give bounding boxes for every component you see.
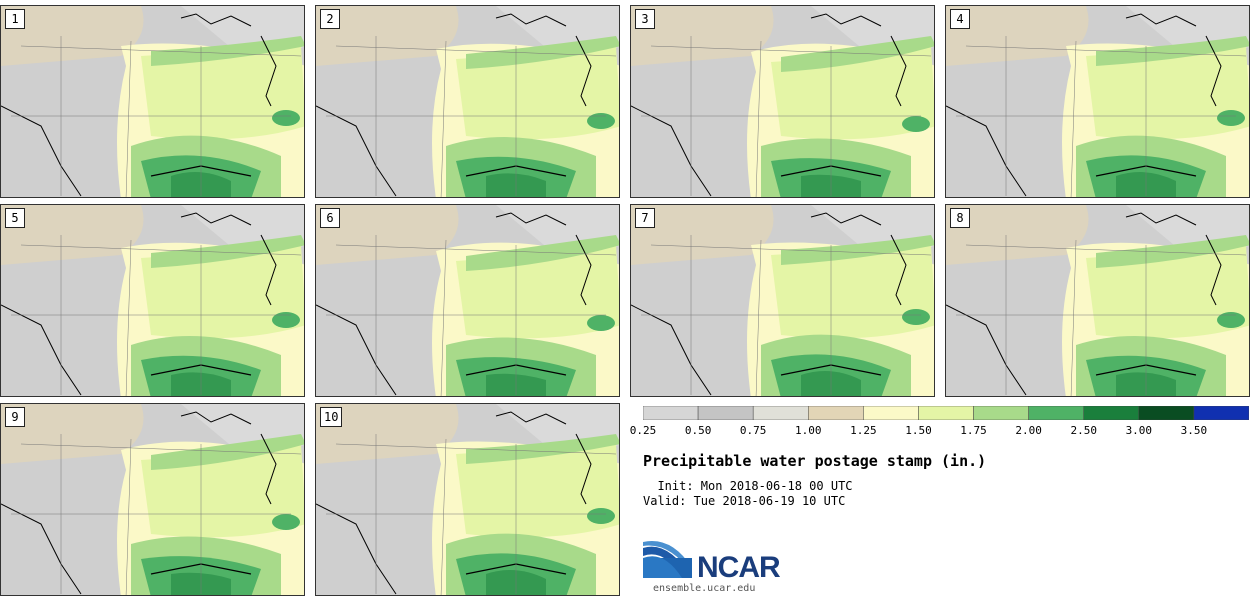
stamp-panel-3: 3 xyxy=(630,5,935,198)
member-number: 5 xyxy=(5,208,25,228)
colorbar-tick-label: 1.75 xyxy=(960,424,987,437)
member-number: 1 xyxy=(5,9,25,29)
colorbar-tick-label: 0.50 xyxy=(684,424,712,437)
member-number: 2 xyxy=(320,9,340,29)
colorbar-tick-label: 0.75 xyxy=(739,424,767,437)
colorbar-segment xyxy=(1138,406,1195,420)
member-number: 7 xyxy=(635,208,655,228)
precipitable-water-map xyxy=(946,6,1249,197)
stamp-panel-9: 9 xyxy=(0,403,305,596)
member-number: 8 xyxy=(950,208,970,228)
stamp-panel-1: 1 xyxy=(0,5,305,198)
stamp-panel-2: 2 xyxy=(315,5,620,198)
precipitable-water-map xyxy=(316,404,619,595)
colorbar-tick-label: 2.50 xyxy=(1070,424,1097,437)
colorbar-segment xyxy=(643,406,699,420)
precipitable-water-map xyxy=(316,205,619,396)
figure-title: Precipitable water postage stamp (in.) xyxy=(643,452,987,470)
stamp-panel-4: 4 xyxy=(945,5,1250,198)
colorbar-tick-label: 1.50 xyxy=(905,424,932,437)
colorbar-segment xyxy=(918,406,974,420)
member-number: 9 xyxy=(5,407,25,427)
valid-time: Valid: Tue 2018-06-19 10 UTC xyxy=(643,494,846,508)
colorbar-segment xyxy=(1193,406,1249,420)
stamp-panel-6: 6 xyxy=(315,204,620,397)
ncar-logo-icon xyxy=(643,541,692,578)
colorbar-tick-label: 3.50 xyxy=(1180,424,1208,437)
stamp-panel-10: 10 xyxy=(315,403,620,596)
colorbar-segment xyxy=(697,406,754,420)
member-number: 10 xyxy=(320,407,343,427)
ncar-wordmark: NCAR xyxy=(697,551,781,584)
precipitable-water-map xyxy=(631,6,934,197)
precipitable-water-map xyxy=(1,6,304,197)
colorbar-segment xyxy=(863,406,919,420)
precipitable-water-map xyxy=(631,205,934,396)
colorbar-tick-label: 3.00 xyxy=(1125,424,1153,437)
colorbar xyxy=(643,406,1249,420)
member-number: 6 xyxy=(320,208,340,228)
precipitable-water-map xyxy=(316,6,619,197)
stamp-panel-7: 7 xyxy=(630,204,935,397)
colorbar-segment xyxy=(973,406,1029,420)
stamp-panel-8: 8 xyxy=(945,204,1250,397)
init-time: Init: Mon 2018-06-18 00 UTC xyxy=(643,479,853,493)
member-number: 4 xyxy=(950,9,970,29)
colorbar-segment xyxy=(1083,406,1140,420)
precipitable-water-map xyxy=(946,205,1249,396)
colorbar-tick-label: 0.25 xyxy=(629,424,657,437)
colorbar-tick-label: 1.25 xyxy=(850,424,877,437)
colorbar-segment xyxy=(808,406,864,420)
site-url: ensemble.ucar.edu xyxy=(653,583,756,594)
colorbar-tick-label: 1.00 xyxy=(795,424,822,437)
stamp-panel-5: 5 xyxy=(0,204,305,397)
colorbar-segment xyxy=(752,406,809,420)
member-number: 3 xyxy=(635,9,655,29)
precipitable-water-map xyxy=(1,404,304,595)
precipitable-water-map xyxy=(1,205,304,396)
colorbar-segment xyxy=(1028,406,1084,420)
colorbar-tick-label: 2.00 xyxy=(1015,424,1042,437)
